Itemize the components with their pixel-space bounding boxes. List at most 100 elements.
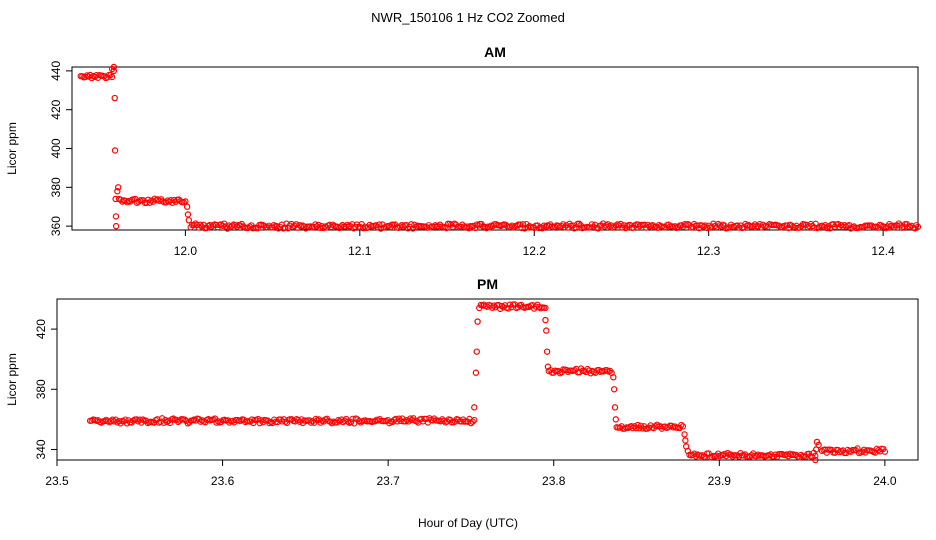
am-data-point bbox=[182, 198, 189, 205]
am-data-point bbox=[587, 224, 594, 231]
am-data-point bbox=[320, 224, 327, 232]
am-data-point bbox=[115, 184, 122, 191]
pm-data-point bbox=[505, 305, 512, 312]
pm-data-point bbox=[881, 448, 889, 455]
am-data-point bbox=[575, 220, 583, 227]
am-data-point bbox=[233, 223, 241, 230]
pm-x-tick-label: 24.0 bbox=[873, 474, 897, 488]
pm-data-point bbox=[347, 418, 355, 426]
am-data-point bbox=[111, 147, 119, 154]
am-x-tick-label: 12.0 bbox=[174, 244, 198, 258]
am-x-tick-label: 12.4 bbox=[871, 244, 895, 258]
am-data-point bbox=[162, 199, 170, 206]
pm-data-point bbox=[815, 441, 822, 449]
am-data-point bbox=[617, 220, 624, 228]
pm-x-tick-label: 23.6 bbox=[211, 474, 235, 488]
am-data-point bbox=[881, 223, 888, 231]
pm-data-point bbox=[402, 418, 409, 425]
pm-data-point bbox=[679, 423, 687, 430]
am-data-point bbox=[110, 63, 118, 71]
am-data-point bbox=[483, 225, 490, 232]
pm-data-point bbox=[603, 367, 610, 374]
am-panel-title: AM bbox=[484, 44, 506, 60]
pm-data-point bbox=[170, 415, 177, 422]
am-data-point bbox=[112, 195, 119, 203]
am-y-axis-label: Licor ppm bbox=[5, 122, 19, 175]
pm-data-point bbox=[544, 363, 552, 370]
am-y-tick-label: 400 bbox=[49, 138, 63, 158]
pm-data-point bbox=[109, 416, 116, 423]
am-data-point bbox=[114, 187, 121, 195]
am-data-point bbox=[684, 220, 691, 228]
am-data-point bbox=[486, 224, 493, 231]
am-data-point bbox=[112, 213, 120, 220]
pm-data-point bbox=[471, 404, 478, 411]
am-y-tick-label: 420 bbox=[49, 99, 63, 119]
pm-data-point bbox=[317, 419, 324, 426]
am-data-point bbox=[197, 221, 204, 228]
am-data-point bbox=[691, 220, 698, 228]
pm-data-point bbox=[542, 316, 549, 324]
am-x-tick-label: 12.1 bbox=[348, 244, 372, 258]
am-data-point bbox=[542, 223, 549, 230]
pm-data-point bbox=[681, 431, 688, 438]
pm-data-point bbox=[610, 374, 617, 381]
pm-data-point bbox=[474, 318, 481, 325]
pm-data-point bbox=[166, 419, 174, 427]
am-data-point bbox=[649, 222, 656, 229]
am-axes: 12.0 12.1 12.2 12.3 12.4 360 380 400 420 440 bbox=[49, 61, 895, 258]
am-data-point bbox=[914, 223, 922, 230]
pm-y-tick-label: 340 bbox=[34, 439, 48, 459]
pm-data-point bbox=[473, 348, 480, 355]
am-data-point bbox=[516, 221, 524, 228]
am-data-points bbox=[77, 63, 922, 232]
pm-data-point bbox=[344, 418, 351, 425]
pm-data-point bbox=[295, 416, 302, 424]
am-y-tick-label: 360 bbox=[49, 216, 63, 236]
am-plot-frame bbox=[71, 66, 919, 231]
am-data-point bbox=[796, 224, 803, 231]
pm-panel-title: PM bbox=[477, 276, 498, 292]
am-data-point bbox=[818, 222, 826, 229]
am-data-point bbox=[124, 199, 131, 206]
pm-x-tick-label: 23.9 bbox=[708, 474, 732, 488]
pm-data-point bbox=[163, 418, 171, 426]
pm-data-point bbox=[122, 416, 129, 423]
am-panel: AM Licor ppm 12.0 12.1 12.2 12.3 12.4 360 380 4… bbox=[5, 44, 922, 258]
am-x-tick-label: 12.3 bbox=[697, 244, 721, 258]
pm-data-point bbox=[684, 447, 692, 455]
pm-data-point bbox=[307, 419, 315, 426]
am-data-point bbox=[409, 225, 416, 232]
pm-data-point bbox=[542, 304, 549, 312]
am-x-tick-label: 12.2 bbox=[523, 244, 547, 258]
am-data-point bbox=[112, 222, 120, 230]
figure-title: NWR_150106 1 Hz CO2 Zoomed bbox=[371, 10, 565, 25]
pm-data-point bbox=[469, 418, 476, 425]
am-data-point bbox=[183, 203, 191, 210]
pm-data-point bbox=[386, 420, 393, 427]
pm-plot-frame bbox=[56, 298, 919, 461]
am-data-point bbox=[185, 217, 193, 224]
pm-data-point bbox=[610, 386, 618, 393]
pm-data-point bbox=[312, 415, 319, 423]
pm-data-point bbox=[472, 369, 480, 376]
am-y-tick-label: 440 bbox=[49, 61, 63, 81]
am-data-point bbox=[315, 221, 322, 229]
am-data-point bbox=[108, 73, 116, 81]
pm-data-point bbox=[98, 419, 105, 426]
am-data-point bbox=[111, 94, 118, 102]
pm-data-point bbox=[809, 453, 816, 460]
pm-data-point bbox=[678, 421, 685, 429]
pm-panel: PM Licor ppm 23.5 23.6 23.7 23.8 23.9 24.0 340… bbox=[5, 276, 919, 488]
am-data-point bbox=[184, 211, 192, 218]
pm-y-tick-label: 420 bbox=[34, 319, 48, 339]
pm-data-point bbox=[812, 452, 819, 459]
pm-data-point bbox=[181, 416, 188, 423]
am-data-point bbox=[254, 224, 261, 232]
pm-data-point bbox=[632, 425, 640, 432]
pm-y-tick-label: 380 bbox=[34, 379, 48, 399]
pm-y-axis-label: Licor ppm bbox=[5, 353, 19, 406]
pm-data-point bbox=[611, 404, 619, 411]
am-data-point bbox=[83, 72, 91, 79]
